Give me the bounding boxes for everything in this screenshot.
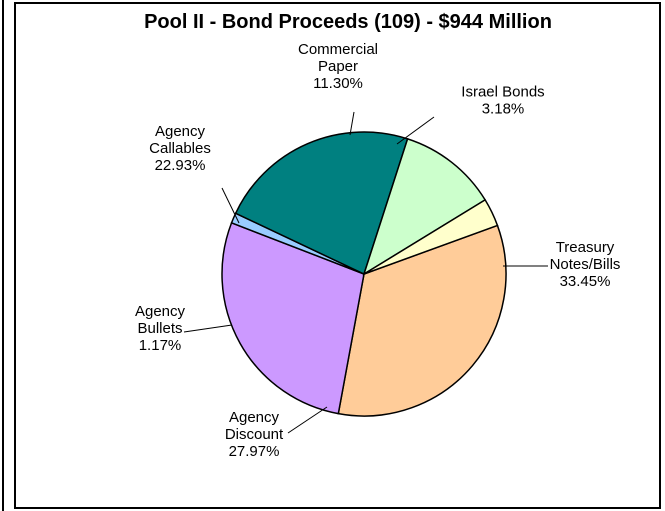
- slice-label-line: Discount: [225, 426, 284, 443]
- slice-label-line: Notes/Bills: [550, 256, 621, 273]
- slice-label-line: Treasury: [556, 239, 615, 256]
- chart-border: [14, 2, 661, 509]
- slices-layer: [221, 131, 507, 417]
- leader-line-5: [396, 116, 435, 145]
- slice-label-line: 1.17%: [139, 337, 182, 354]
- slice-label-1: Agency Discount 27.97%: [225, 409, 284, 460]
- slice-label-line: Commercial: [298, 41, 378, 58]
- slice-label-line: Paper: [318, 58, 358, 75]
- slice-labels: Treasury Notes/Bills 33.45%Agency Discount 2…: [135, 41, 620, 460]
- slice-label-line: Agency: [135, 303, 186, 320]
- pie-slice-1: [221, 221, 365, 415]
- pie-slice-3: [234, 131, 409, 276]
- leader-line-3: [221, 187, 240, 224]
- slice-label-line: 3.18%: [482, 101, 525, 118]
- pie-slice-4: [362, 137, 487, 276]
- slice-label-line: 33.45%: [560, 273, 611, 290]
- slice-label-line: 11.30%: [313, 75, 363, 92]
- slice-label-0: Treasury Notes/Bills 33.45%: [550, 239, 621, 290]
- pie-slice-0: [337, 224, 507, 417]
- chart-title: Pool II - Bond Proceeds (109) - $944 Mil…: [144, 11, 552, 33]
- slice-label-line: Israel Bonds: [461, 84, 544, 101]
- slice-label-2: Agency Bullets 1.17%: [135, 303, 186, 354]
- leader-line-1: [287, 406, 328, 434]
- slice-label-4: Commercial Paper 11.30%: [298, 41, 378, 92]
- slice-label-line: 27.97%: [229, 443, 280, 460]
- slice-label-line: Agency: [229, 409, 280, 426]
- leader-lines: [183, 111, 548, 434]
- slice-label-line: Agency: [155, 123, 206, 140]
- slice-label-line: Bullets: [137, 320, 182, 337]
- leader-line-4: [349, 111, 355, 136]
- slice-label-line: 22.93%: [155, 157, 206, 174]
- slice-label-3: Agency Callables 22.93%: [149, 123, 211, 174]
- slice-label-5: Israel Bonds 3.18%: [461, 84, 544, 118]
- leader-line-2: [183, 324, 233, 333]
- slice-label-line: Callables: [149, 140, 211, 157]
- pie-slice-5: [363, 198, 499, 275]
